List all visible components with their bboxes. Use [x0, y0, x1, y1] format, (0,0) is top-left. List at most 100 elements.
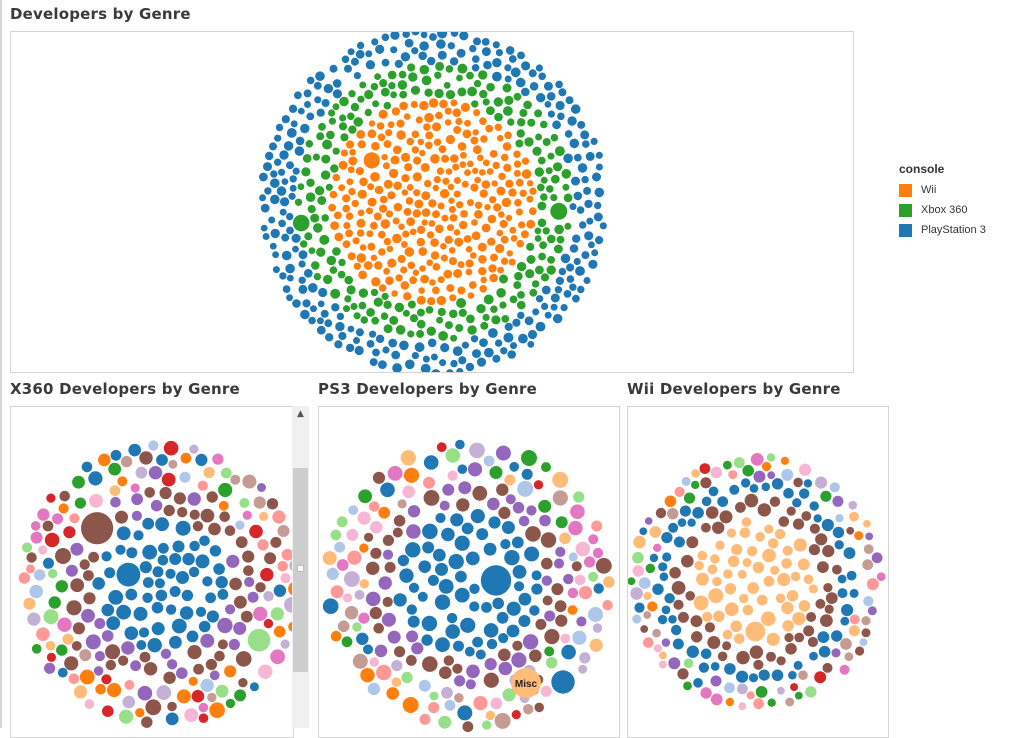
main-bubble[interactable]	[504, 322, 513, 331]
main-bubble[interactable]	[401, 189, 409, 196]
main-bubble[interactable]	[427, 297, 436, 306]
main-bubble[interactable]	[336, 312, 345, 321]
wii-bubble[interactable]	[683, 681, 692, 691]
wii-bubble[interactable]	[777, 572, 791, 587]
x360-bubble[interactable]	[270, 607, 284, 621]
main-bubble[interactable]	[435, 61, 445, 71]
main-bubble[interactable]	[460, 151, 467, 159]
main-bubble[interactable]	[407, 261, 416, 270]
main-bubble[interactable]	[441, 214, 449, 222]
x360-bubble[interactable]	[224, 665, 237, 678]
ps3-bubble[interactable]	[380, 482, 395, 498]
main-bubble[interactable]	[369, 358, 378, 367]
x360-chart-panel[interactable]	[10, 406, 294, 738]
main-bubble[interactable]	[457, 261, 465, 269]
main-bubble[interactable]	[314, 186, 325, 196]
main-bubble[interactable]	[480, 135, 488, 143]
wii-bubble[interactable]	[863, 520, 871, 528]
wii-bubble[interactable]	[737, 683, 748, 695]
x360-bubble[interactable]	[266, 498, 279, 510]
x360-bubble[interactable]	[37, 508, 50, 521]
x360-bubble[interactable]	[229, 577, 242, 591]
main-bubble[interactable]	[429, 33, 437, 41]
wii-bubble[interactable]	[755, 686, 768, 698]
ps3-bubble[interactable]	[406, 604, 417, 615]
wii-bubble[interactable]	[786, 590, 799, 602]
main-bubble[interactable]	[516, 261, 527, 272]
wii-bubble[interactable]	[803, 625, 815, 637]
main-bubble[interactable]	[504, 95, 514, 105]
main-bubble[interactable]	[463, 235, 472, 243]
x360-bubble[interactable]	[23, 597, 36, 610]
wii-bubble[interactable]	[871, 552, 883, 564]
main-bubble[interactable]	[499, 274, 508, 284]
ps3-bubble[interactable]	[457, 705, 473, 721]
main-bubble[interactable]	[326, 255, 337, 266]
ps3-bubble[interactable]	[512, 640, 523, 651]
main-bubble[interactable]	[357, 140, 366, 149]
main-bubble[interactable]	[391, 290, 398, 297]
main-bubble[interactable]	[588, 241, 595, 249]
x360-bubble[interactable]	[235, 520, 245, 530]
x360-bubble[interactable]	[247, 628, 271, 652]
x360-bubble[interactable]	[79, 559, 90, 570]
main-bubble[interactable]	[419, 149, 426, 157]
main-bubble[interactable]	[504, 64, 512, 72]
main-bubble[interactable]	[567, 116, 577, 126]
main-bubble[interactable]	[407, 330, 415, 338]
main-bubble[interactable]	[378, 360, 387, 369]
wii-bubble[interactable]	[786, 506, 796, 516]
main-bubble[interactable]	[371, 38, 379, 46]
ps3-bubble[interactable]	[480, 565, 512, 596]
main-bubble[interactable]	[524, 137, 534, 147]
wii-bubble[interactable]	[677, 518, 687, 527]
x360-bubble[interactable]	[30, 531, 43, 544]
wii-bubble[interactable]	[693, 678, 703, 688]
wii-bubble[interactable]	[681, 476, 691, 486]
main-bubble[interactable]	[515, 178, 524, 187]
ps3-bubble[interactable]	[540, 532, 557, 548]
x360-bubble[interactable]	[263, 618, 274, 629]
x360-bubble[interactable]	[238, 678, 248, 688]
x360-bubble[interactable]	[270, 649, 285, 665]
main-bubble[interactable]	[315, 71, 325, 81]
x360-bubble[interactable]	[179, 471, 191, 483]
main-bubble[interactable]	[498, 172, 506, 181]
wii-bubble[interactable]	[652, 628, 661, 638]
main-bubble[interactable]	[371, 316, 380, 325]
ps3-bubble[interactable]	[496, 483, 509, 496]
ps3-bubble[interactable]	[539, 514, 551, 527]
wii-bubble[interactable]	[710, 466, 723, 479]
wii-bubble[interactable]	[643, 592, 652, 600]
main-bubble[interactable]	[426, 259, 434, 266]
ps3-bubble[interactable]	[511, 710, 521, 720]
ps3-bubble[interactable]	[498, 506, 511, 519]
main-bubble[interactable]	[573, 191, 583, 201]
ps3-bubble[interactable]	[573, 491, 585, 503]
main-bubble[interactable]	[383, 324, 393, 334]
wii-bubble[interactable]	[867, 606, 877, 616]
main-bubble[interactable]	[416, 319, 426, 329]
ps3-bubble[interactable]	[529, 649, 542, 663]
main-bubble[interactable]	[505, 179, 514, 188]
ps3-bubble[interactable]	[359, 579, 369, 589]
x360-bubble[interactable]	[157, 554, 169, 566]
main-bubble[interactable]	[507, 118, 515, 126]
x360-bubble[interactable]	[240, 610, 253, 623]
main-bubble[interactable]	[494, 123, 502, 131]
ps3-chart-panel[interactable]: Misc	[318, 406, 620, 738]
ps3-bubble[interactable]	[523, 704, 534, 715]
main-bubble[interactable]	[481, 47, 491, 57]
wii-bubble[interactable]	[687, 518, 696, 527]
ps3-bubble[interactable]	[369, 606, 382, 620]
wii-bubble[interactable]	[719, 510, 733, 524]
ps3-bubble[interactable]	[575, 541, 591, 557]
main-bubble[interactable]	[329, 266, 338, 274]
ps3-bubble[interactable]	[551, 670, 575, 694]
wii-bubble[interactable]	[639, 527, 648, 536]
main-bubble[interactable]	[488, 264, 497, 273]
main-bubble[interactable]	[470, 183, 479, 192]
wii-bubble[interactable]	[700, 648, 712, 660]
main-bubble[interactable]	[470, 252, 477, 259]
main-bubble[interactable]	[461, 180, 469, 188]
